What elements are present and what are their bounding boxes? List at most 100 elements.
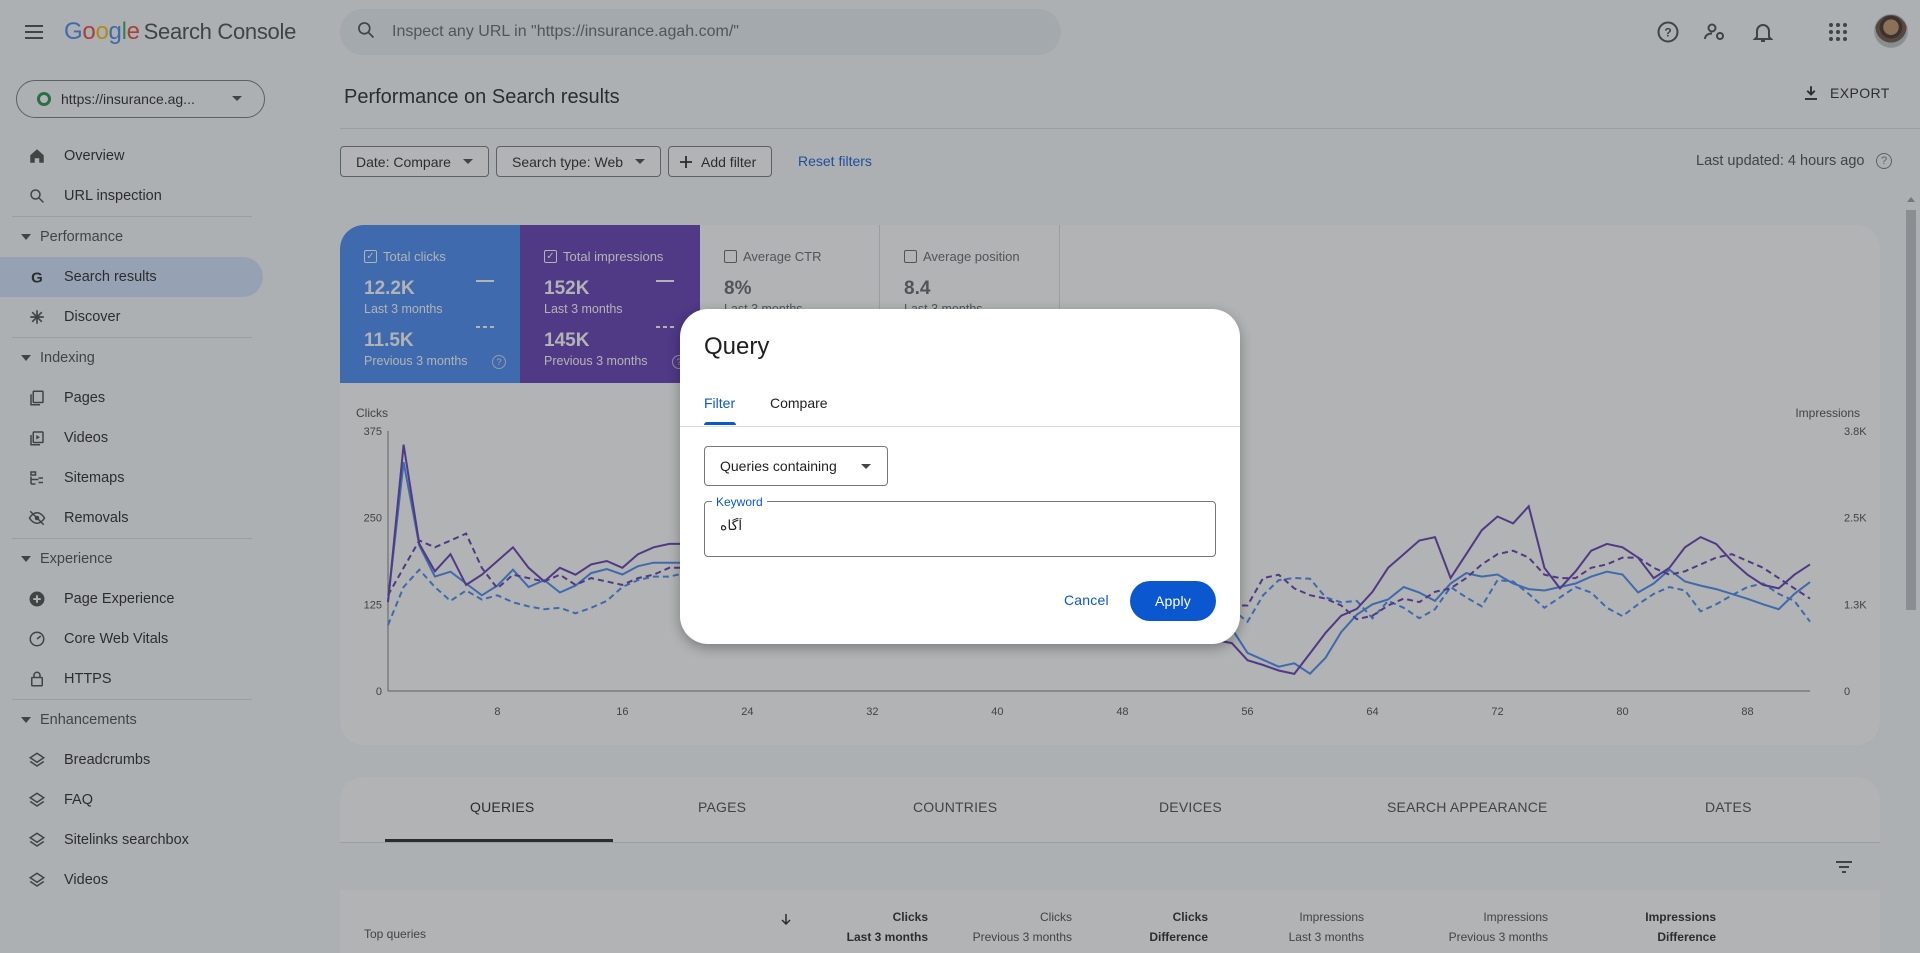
sidebar-item-overview[interactable]: Overview: [0, 136, 265, 176]
date-filter-chip[interactable]: Date: Compare: [340, 146, 489, 177]
sort-arrow-down-icon: [780, 911, 792, 931]
checkbox-checked-icon[interactable]: ✓: [364, 250, 377, 263]
page-title: Performance on Search results: [344, 86, 620, 108]
sidebar-item-removals[interactable]: Removals: [0, 498, 265, 538]
tab-compare[interactable]: Compare: [770, 395, 828, 411]
svg-text:?: ?: [1664, 26, 1671, 40]
metric-total-impressions[interactable]: ✓ Total impressions 152K Last 3 months 14…: [520, 225, 700, 383]
metric-period: Last 3 months: [364, 302, 443, 316]
keyword-field[interactable]: [704, 501, 1216, 557]
avatar[interactable]: [1874, 14, 1908, 48]
metric-total-clicks[interactable]: ✓ Total clicks 12.2K Last 3 months 11.5K …: [340, 225, 520, 383]
cancel-button[interactable]: Cancel: [1064, 592, 1109, 608]
sidebar-item-discover[interactable]: Discover: [0, 297, 265, 337]
metric-previous-period: Previous 3 months: [544, 354, 648, 368]
tab-pages[interactable]: PAGES: [698, 799, 747, 815]
metric-label: Average position: [923, 249, 1020, 264]
chevron-down-icon: [232, 96, 242, 101]
caret-down-icon: [21, 717, 31, 723]
sidebar-item-sitelinks-searchbox[interactable]: Sitelinks searchbox: [0, 820, 265, 860]
sidebar-item-https[interactable]: HTTPS: [0, 659, 265, 699]
sidebar-item-core-web-vitals[interactable]: Core Web Vitals: [0, 619, 265, 659]
chevron-down-icon: [462, 159, 473, 164]
column-header-line2: Last 3 months: [1288, 930, 1364, 944]
performance-chart[interactable]: Clicks Impressions 0 125 250 375 0 1.3K 2.5K 3.…: [340, 225, 1880, 745]
url-inspect-search[interactable]: [340, 9, 1061, 55]
sidebar-item-breadcrumbs[interactable]: Breadcrumbs: [0, 740, 265, 780]
tab-queries[interactable]: QUERIES: [470, 799, 535, 815]
search-input[interactable]: [392, 23, 992, 41]
caret-down-icon: [21, 234, 31, 240]
dashed-line-legend-icon: [476, 326, 494, 328]
tab-filter[interactable]: Filter: [704, 395, 736, 411]
column-header-clicks-last[interactable]: Clicks Last 3 months: [780, 907, 928, 947]
metric-value: 152K: [544, 278, 590, 299]
property-label: https://insurance.ag...: [61, 91, 195, 107]
section-indexing[interactable]: Indexing: [0, 338, 265, 378]
filter-type-select[interactable]: Queries containing: [704, 446, 888, 486]
x-tick-label: 88: [1741, 706, 1753, 718]
section-title: Experience: [40, 551, 113, 567]
sidebar-item-label: Page Experience: [64, 591, 175, 607]
sidebar-item-videos[interactable]: Videos: [0, 418, 265, 458]
select-value: Queries containing: [720, 458, 837, 474]
apps-grid-icon[interactable]: [1826, 20, 1850, 44]
series-line-clicks-dashed: [387, 568, 1811, 626]
y-tick-label-right: 3.8K: [1844, 426, 1867, 438]
help-icon[interactable]: ?: [1656, 20, 1680, 44]
sidebar-item-search-results[interactable]: G Search results: [0, 257, 263, 297]
asterisk-icon: [28, 308, 46, 326]
dialog-title: Query: [704, 333, 770, 360]
filter-list-icon[interactable]: [1834, 857, 1854, 882]
divider: [680, 426, 1240, 427]
tab-countries[interactable]: COUNTRIES: [913, 799, 998, 815]
tab-devices[interactable]: DEVICES: [1159, 799, 1222, 815]
menu-icon[interactable]: [22, 20, 46, 44]
checkbox-unchecked-icon[interactable]: [904, 250, 917, 263]
export-button[interactable]: EXPORT: [1802, 84, 1890, 102]
add-filter-button[interactable]: Add filter: [668, 146, 773, 177]
help-icon[interactable]: ?: [492, 355, 506, 369]
column-header-line2: Difference: [1149, 930, 1208, 944]
keyword-input[interactable]: [720, 518, 1200, 534]
download-icon: [1802, 84, 1820, 102]
chevron-down-icon: [635, 159, 646, 164]
tab-dates[interactable]: DATES: [1705, 799, 1752, 815]
apply-button[interactable]: Apply: [1130, 581, 1216, 621]
section-experience[interactable]: Experience: [0, 539, 265, 579]
section-enhancements[interactable]: Enhancements: [0, 700, 265, 740]
sidebar-item-faq[interactable]: FAQ: [0, 780, 265, 820]
sidebar-item-url-inspection[interactable]: URL inspection: [0, 176, 265, 216]
divider: [340, 128, 1920, 129]
caret-down-icon: [21, 556, 31, 562]
sidebar-item-page-experience[interactable]: Page Experience: [0, 579, 265, 619]
divider: [12, 538, 252, 539]
layers-icon: [28, 831, 46, 849]
checkbox-checked-icon[interactable]: ✓: [544, 250, 557, 263]
column-header-clicks-previous[interactable]: Clicks Previous 3 months: [932, 907, 1072, 947]
column-header-impressions-difference[interactable]: Impressions Difference: [1552, 907, 1716, 947]
sidebar-item-videos-enhancement[interactable]: Videos: [0, 860, 265, 900]
lock-icon: [28, 670, 46, 688]
sidebar-item-pages[interactable]: Pages: [0, 378, 265, 418]
page-scrollbar[interactable]: [1906, 210, 1916, 610]
sidebar-item-sitemaps[interactable]: Sitemaps: [0, 458, 265, 498]
tab-search-appearance[interactable]: SEARCH APPEARANCE: [1387, 799, 1548, 815]
notifications-icon[interactable]: [1751, 20, 1775, 44]
user-settings-icon[interactable]: [1703, 20, 1727, 44]
metric-previous-value: 11.5K: [364, 330, 414, 351]
column-header-clicks-difference[interactable]: Clicks Difference: [1080, 907, 1208, 947]
property-selector[interactable]: https://insurance.ag...: [16, 80, 265, 118]
scroll-up-arrow-icon[interactable]: [1907, 197, 1915, 202]
column-header-impressions-last[interactable]: Impressions Last 3 months: [1208, 907, 1364, 947]
section-performance[interactable]: Performance: [0, 217, 265, 257]
column-header-line1: Clicks: [892, 910, 928, 924]
column-header-impressions-previous[interactable]: Impressions Previous 3 months: [1370, 907, 1548, 947]
app-logo[interactable]: Google Search Console: [64, 18, 297, 45]
sidebar-nav: Overview URL inspection Performance G Se…: [0, 136, 265, 900]
search-type-chip[interactable]: Search type: Web: [496, 146, 662, 177]
x-tick-label: 56: [1241, 706, 1253, 718]
help-icon[interactable]: ?: [1876, 153, 1892, 169]
reset-filters-link[interactable]: Reset filters: [798, 153, 872, 169]
checkbox-unchecked-icon[interactable]: [724, 250, 737, 263]
